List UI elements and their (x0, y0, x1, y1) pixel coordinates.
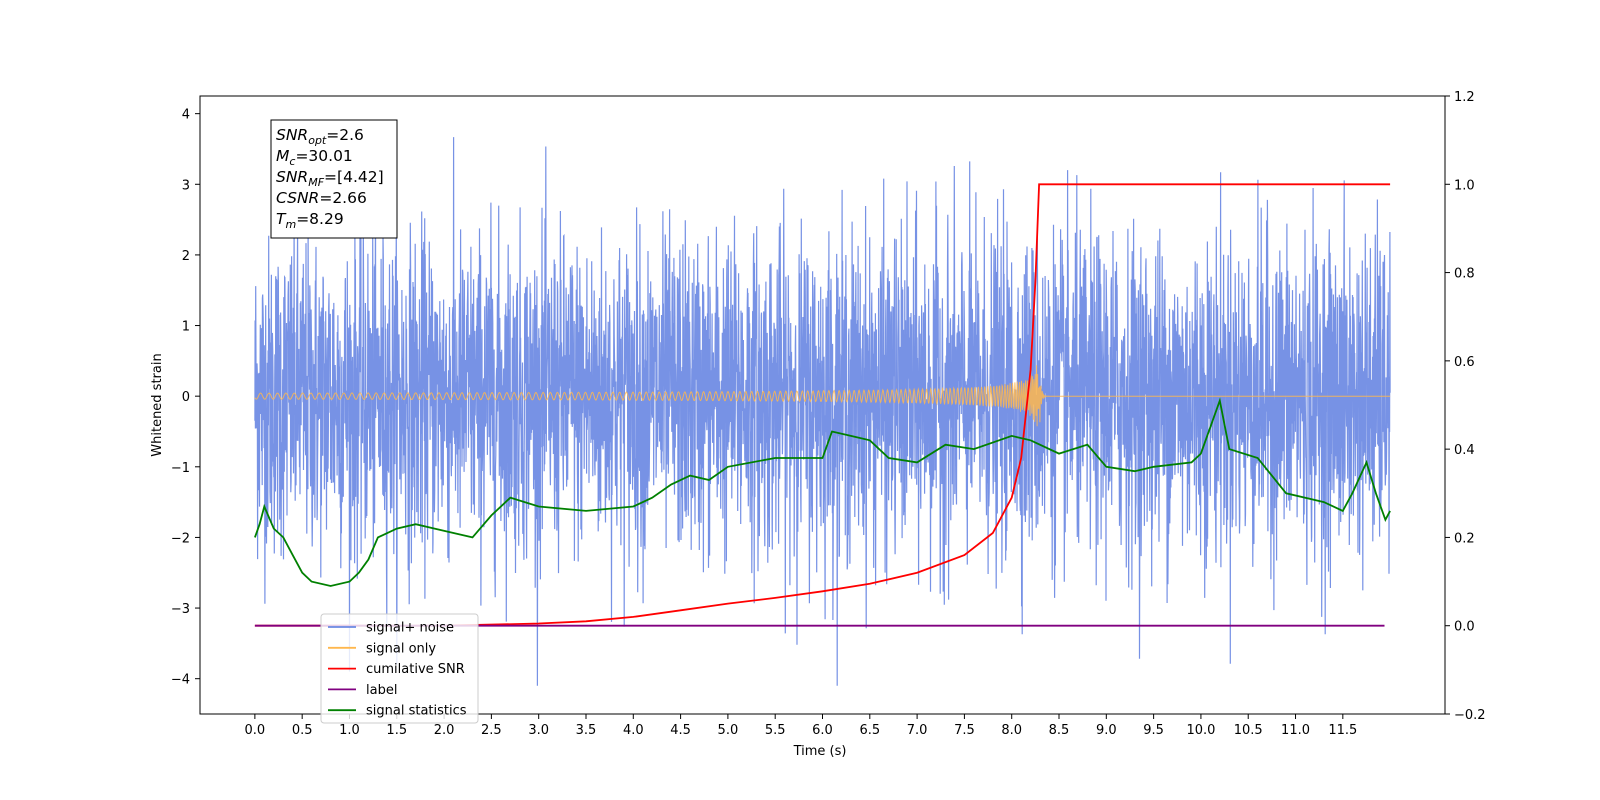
x-tick-label: 0.5 (292, 723, 313, 738)
x-tick-label: 10.0 (1186, 723, 1215, 738)
right-y-tick-label: 0.6 (1454, 355, 1475, 370)
stats-line: Mc=30.01 (276, 147, 353, 168)
right-y-tick-label: 0.8 (1454, 267, 1475, 282)
x-tick-label: 2.0 (434, 723, 455, 738)
x-tick-label: 9.0 (1096, 723, 1117, 738)
x-tick-label: 10.5 (1234, 723, 1263, 738)
x-tick-label: 3.5 (576, 723, 597, 738)
legend-entry: label (366, 683, 397, 698)
left-y-tick-label: −3 (171, 602, 190, 617)
x-tick-label: 9.5 (1143, 723, 1164, 738)
x-tick-label: 6.5 (859, 723, 880, 738)
x-tick-label: 8.5 (1049, 723, 1070, 738)
signal-noise-series (254, 137, 1391, 686)
legend-entry: cumilative SNR (366, 662, 465, 677)
x-tick-label: 0.0 (245, 723, 266, 738)
left-y-tick-label: 4 (182, 108, 190, 123)
signal-only-series (254, 365, 1391, 427)
x-tick-label: 4.5 (670, 723, 691, 738)
cumulative-snr-series (254, 183, 1391, 627)
x-tick-label: 4.0 (623, 723, 644, 738)
legend-entry: signal only (366, 641, 436, 656)
x-tick-label: 5.5 (765, 723, 786, 738)
stats-line: Tm=8.29 (276, 210, 344, 231)
left-y-tick-label: −2 (171, 531, 190, 546)
x-tick-label: 7.0 (907, 723, 928, 738)
x-tick-label: 8.0 (1001, 723, 1022, 738)
x-axis-label: Time (s) (793, 744, 847, 759)
right-y-axis-ticks: 1.2 1.0 0.8 0.6 0.4 0.2 0.0 −0.2 (1445, 90, 1486, 723)
legend-entry: signal+ noise (366, 621, 454, 636)
x-tick-label: 5.0 (718, 723, 739, 738)
x-tick-label: 1.5 (386, 723, 407, 738)
x-axis-ticks: 0.0 0.5 1.0 1.5 2.0 2.5 3.0 3.5 4.0 4.5 5.0 5.5 6.0 6… (245, 714, 1357, 738)
right-y-tick-label: 0.4 (1454, 443, 1475, 458)
stats-line: SNRopt=2.6 (276, 126, 364, 147)
x-tick-label: 11.5 (1328, 723, 1357, 738)
x-tick-label: 11.0 (1281, 723, 1310, 738)
left-y-tick-label: −4 (171, 673, 190, 688)
left-y-axis-ticks: 4 3 2 1 0 −1 −2 −3 −4 (171, 108, 200, 688)
left-y-tick-label: 0 (182, 390, 190, 405)
stats-line: CSNR=2.66 (276, 189, 367, 207)
x-tick-label: 6.0 (812, 723, 833, 738)
x-tick-label: 1.0 (339, 723, 360, 738)
legend: signal+ noise signal only cumilative SNR la… (320, 613, 479, 724)
right-y-tick-label: 1.2 (1454, 90, 1475, 105)
right-y-tick-label: 1.0 (1454, 178, 1475, 193)
stats-line: SNRMF=[4.42] (276, 168, 384, 189)
right-y-tick-label: 0.0 (1454, 620, 1475, 635)
left-y-tick-label: 1 (182, 320, 190, 335)
signal-statistics-series (254, 397, 1391, 587)
x-tick-label: 2.5 (481, 723, 502, 738)
left-y-tick-label: 2 (182, 249, 190, 264)
left-y-tick-label: 3 (182, 178, 190, 193)
legend-entry: signal statistics (366, 704, 467, 719)
left-y-tick-label: −1 (171, 461, 190, 476)
right-y-tick-label: 0.2 (1454, 531, 1475, 546)
x-tick-label: 7.5 (954, 723, 975, 738)
y-axis-label: Whitened strain (150, 353, 165, 456)
right-y-tick-label: −0.2 (1454, 708, 1486, 723)
x-tick-label: 3.0 (528, 723, 549, 738)
